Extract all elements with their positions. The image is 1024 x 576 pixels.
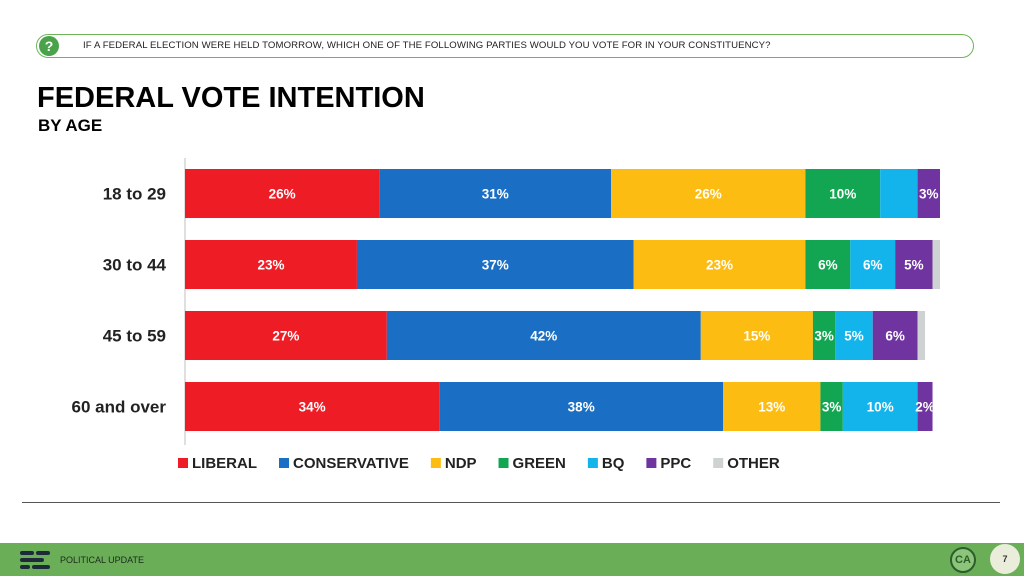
category-label: 18 to 29 (103, 185, 166, 204)
category-label: 60 and over (72, 398, 167, 417)
legend-label: CONSERVATIVE (293, 455, 409, 472)
data-label: 38% (568, 400, 595, 415)
question-banner: ? IF A FEDERAL ELECTION WERE HELD TOMORR… (36, 34, 974, 58)
data-label: 37% (482, 258, 509, 273)
legend-swatch (587, 458, 598, 468)
data-label: 6% (818, 258, 838, 273)
footer-bar: POLITICAL UPDATE CA (0, 543, 1024, 576)
bar-segment (805, 169, 881, 218)
data-label: 10% (867, 400, 894, 415)
bar-segment (633, 240, 806, 289)
bar-segment (917, 311, 926, 360)
question-text: IF A FEDERAL ELECTION WERE HELD TOMORROW… (83, 40, 771, 51)
ca-logo-badge: CA (950, 547, 976, 573)
legend-label: PPC (660, 455, 691, 472)
bar-segment (185, 169, 380, 218)
bar-segment (850, 240, 896, 289)
bar-segment (872, 311, 918, 360)
bar-segment (812, 311, 836, 360)
bar-segment (356, 240, 634, 289)
divider (22, 502, 1000, 503)
data-label: 27% (272, 329, 299, 344)
question-circle-icon: ? (39, 36, 59, 56)
data-label: 26% (695, 187, 722, 202)
legend-swatch (178, 458, 188, 468)
bar-segment (842, 382, 918, 431)
data-label: 15% (743, 329, 770, 344)
bar-segment (386, 311, 701, 360)
legend-label: NDP (445, 455, 477, 472)
bar-segment (932, 240, 940, 289)
bar-segment (880, 169, 918, 218)
legend-label: OTHER (727, 455, 780, 472)
bar-segment (185, 382, 440, 431)
data-label: 23% (257, 258, 284, 273)
bar-segment (439, 382, 724, 431)
data-label: 3% (919, 187, 939, 202)
bar-segment (805, 240, 851, 289)
data-label: 10% (829, 187, 856, 202)
data-label: 42% (530, 329, 557, 344)
bar-segment (700, 311, 813, 360)
footer-label: POLITICAL UPDATE (60, 555, 145, 565)
bar-segment (185, 311, 387, 360)
legend-swatch (430, 458, 441, 468)
data-label: 3% (822, 400, 842, 415)
data-label: 6% (863, 258, 883, 273)
legend-label: LIBERAL (192, 455, 257, 472)
category-label: 30 to 44 (103, 256, 167, 275)
legend-label: GREEN (513, 455, 566, 472)
legend-swatch (713, 458, 724, 468)
legend-swatch (279, 458, 289, 468)
chart-title: FEDERAL VOTE INTENTION (37, 82, 425, 114)
bar-segment (917, 169, 940, 218)
data-label: 6% (885, 329, 905, 344)
page-number: 7 (990, 544, 1020, 574)
data-label: 23% (706, 258, 733, 273)
stacked-bar-chart: 18 to 29 26% 31% 26% 10% 3% 30 to 44 23% 37% 23% 6… (72, 158, 940, 472)
data-label: 31% (482, 187, 509, 202)
data-label: 5% (904, 258, 924, 273)
category-label: 45 to 59 (103, 327, 166, 346)
bar-segment (835, 311, 873, 360)
data-label: 34% (299, 400, 326, 415)
bar-segment (611, 169, 806, 218)
data-label: 13% (758, 400, 785, 415)
legend-swatch (498, 458, 509, 468)
chart-subtitle: BY AGE (38, 116, 103, 135)
bar-segment (895, 240, 933, 289)
data-label: 2% (915, 400, 935, 415)
bar-segment (723, 382, 821, 431)
data-label: 26% (269, 187, 296, 202)
data-label: 5% (844, 329, 864, 344)
bar-segment (185, 240, 357, 289)
bar-segment (379, 169, 612, 218)
bar-segment (917, 382, 933, 431)
data-label: 3% (814, 329, 834, 344)
bar-segment (820, 382, 843, 431)
legend-label: BQ (602, 455, 625, 472)
legend-swatch (646, 458, 657, 468)
political-update-logo-icon (20, 551, 50, 569)
